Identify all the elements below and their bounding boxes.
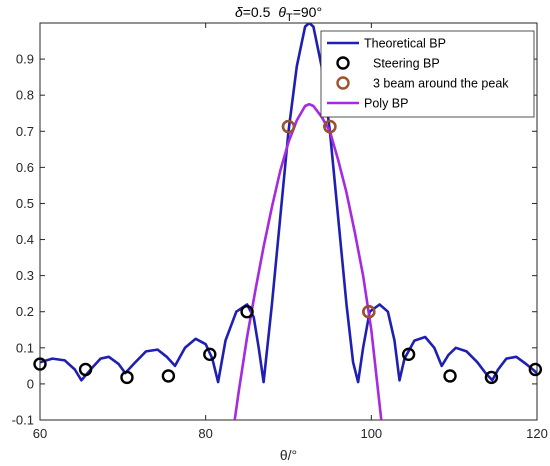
y-tick-label: 0.7 (16, 124, 34, 139)
marker-3-beam-around-the-peak (323, 119, 337, 134)
y-tick-label: -0.1 (12, 413, 34, 428)
x-axis: 60 80 100 120 (33, 23, 548, 441)
x-tick-label: 80 (198, 426, 212, 441)
y-tick-label: 0.4 (16, 232, 34, 247)
title-theta-subscript: T (286, 12, 293, 24)
marker-steering-bp (528, 362, 543, 377)
y-tick-label: 0.1 (16, 340, 34, 355)
y-axis: -0.1 0 0.1 0.2 0.3 0.4 0.5 0.6 0.7 0.8 0.9 (12, 52, 537, 428)
y-tick-label: 0.9 (16, 52, 34, 67)
marker-steering-bp (161, 369, 176, 383)
marker-steering-bp (443, 369, 457, 383)
series-line-poly-bp (233, 102, 383, 420)
legend-swatch-3-beam-around-the-peak (336, 76, 350, 90)
legend-swatch-steering-bp (336, 56, 350, 70)
y-tick-label: 0.8 (16, 88, 34, 103)
series-line-theoretical-bp (40, 23, 537, 384)
marker-steering-bp (401, 347, 416, 362)
marker-steering-bp (120, 370, 134, 385)
legend: Theoretical BP Steering BP 3 beam around t… (320, 30, 535, 118)
marker-steering-bp (240, 305, 254, 319)
legend-label-theoretical-bp: Theoretical BP (364, 37, 446, 51)
marker-steering-bp (203, 347, 217, 362)
title-delta-value: =0.5 (243, 4, 271, 20)
y-tick-label: 0.3 (16, 268, 34, 283)
legend-label-steering-bp: Steering BP (373, 57, 440, 71)
series-layer (40, 23, 537, 420)
title-delta-symbol: δ (235, 4, 243, 20)
chart-title: δ=0.5 θT=90° (235, 4, 322, 24)
x-tick-label: 100 (360, 426, 382, 441)
x-tick-label: 120 (526, 426, 548, 441)
marker-layer (33, 119, 543, 385)
legend-label-3-beam-around-the-peak: 3 beam around the peak (373, 77, 509, 91)
marker-3-beam-around-the-peak (281, 119, 296, 134)
title-theta-symbol: θ (278, 4, 286, 20)
title-theta-value: =90° (293, 4, 322, 20)
x-tick-label: 60 (33, 426, 47, 441)
y-tick-label: 0.6 (16, 160, 34, 175)
y-tick-label: 0.2 (16, 304, 34, 319)
marker-steering-bp (33, 357, 47, 371)
legend-label-poly-bp: Poly BP (364, 97, 408, 111)
y-tick-label: 0.5 (16, 196, 34, 211)
y-tick-label: 0 (27, 376, 34, 391)
marker-steering-bp (78, 362, 93, 377)
marker-3-beam-around-the-peak (362, 305, 376, 319)
x-axis-label: θ/° (280, 447, 297, 463)
marker-steering-bp (484, 370, 499, 385)
